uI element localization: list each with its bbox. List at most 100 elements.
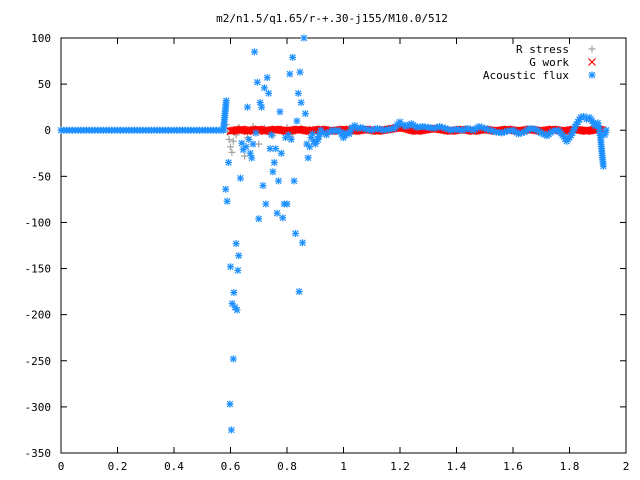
y-tick-label: -50 <box>31 170 51 183</box>
data-point <box>225 135 233 143</box>
x-tick-label: 0.6 <box>221 460 241 473</box>
data-point <box>227 263 234 271</box>
data-point <box>297 99 305 107</box>
data-point <box>283 200 291 208</box>
y-tick-label: -250 <box>25 355 52 368</box>
series-acoustic-flux <box>57 34 610 434</box>
data-point <box>293 117 301 125</box>
legend-marker <box>588 71 596 79</box>
data-point <box>255 215 263 223</box>
y-tick-label: -100 <box>25 216 52 229</box>
data-point <box>243 103 251 111</box>
data-point <box>225 159 233 166</box>
data-point <box>276 108 284 116</box>
data-point <box>263 74 271 82</box>
data-point <box>237 125 246 134</box>
data-point <box>222 185 230 193</box>
data-point <box>267 131 275 139</box>
data-point <box>277 149 285 157</box>
data-point <box>342 129 350 137</box>
data-point <box>295 288 303 296</box>
data-point <box>272 145 280 153</box>
data-point <box>235 252 243 260</box>
data-point <box>265 89 273 97</box>
y-tick-label: -300 <box>25 401 52 414</box>
data-point <box>262 200 270 208</box>
data-point <box>602 126 610 134</box>
data-point <box>258 103 266 111</box>
data-point <box>259 182 267 190</box>
data-point <box>304 154 312 162</box>
data-point <box>266 145 274 153</box>
x-tick-label: 1.4 <box>447 460 467 473</box>
data-point <box>252 129 260 137</box>
axis-ticks <box>60 37 627 454</box>
data-point <box>289 53 297 61</box>
data-point <box>478 123 486 131</box>
data-point <box>251 48 259 56</box>
data-points <box>57 34 610 434</box>
data-point <box>299 239 307 247</box>
data-point <box>227 426 235 434</box>
data-point <box>279 214 287 222</box>
data-point <box>290 177 298 185</box>
x-tick-label: 1.2 <box>390 460 410 473</box>
legend-marker <box>588 58 596 66</box>
data-point <box>287 135 295 143</box>
legend-label: G work <box>529 56 569 69</box>
y-tick-label: 100 <box>31 32 51 45</box>
data-point <box>308 130 316 138</box>
x-tick-label: 1 <box>340 460 347 473</box>
data-point <box>222 97 230 105</box>
data-point <box>236 174 244 182</box>
y-tick-label: 50 <box>38 78 51 91</box>
data-point <box>296 68 304 76</box>
data-point <box>230 289 238 297</box>
data-point <box>300 34 308 42</box>
x-tick-label: 2 <box>623 460 630 473</box>
data-point <box>275 177 283 185</box>
data-point <box>234 266 242 274</box>
legend-marker <box>588 45 596 53</box>
y-tick-label: -200 <box>25 309 52 322</box>
data-point <box>233 306 241 314</box>
data-point <box>294 89 302 97</box>
y-tick-label: 0 <box>44 124 51 137</box>
data-point <box>286 70 294 78</box>
data-point <box>242 143 250 151</box>
data-point <box>229 355 237 363</box>
x-tick-label: 0 <box>58 460 65 473</box>
data-point <box>248 154 256 162</box>
data-point <box>306 143 314 151</box>
tick-labels: 0 0.2 0.4 0.6 0.8 1 1.2 1.4 1.6 1.8 2 100 50 0 -50 -100… <box>25 32 630 473</box>
x-tick-label: 0.2 <box>108 460 128 473</box>
legend-label: R stress <box>516 43 569 56</box>
chart-title: m2/n1.5/q1.65/r-+.30-j155/M10.0/512 <box>216 12 448 25</box>
x-tick-label: 0.4 <box>164 460 184 473</box>
data-point <box>301 110 309 118</box>
data-point <box>291 230 299 238</box>
data-point <box>249 140 257 148</box>
data-point <box>228 300 236 308</box>
data-point <box>232 240 240 248</box>
data-point <box>253 78 261 86</box>
y-tick-label: -350 <box>25 447 52 460</box>
x-tick-label: 1.6 <box>503 460 523 473</box>
x-tick-label: 0.8 <box>277 460 297 473</box>
data-point <box>273 209 281 217</box>
x-tick-label: 1.8 <box>560 460 580 473</box>
data-point <box>269 168 277 176</box>
data-point <box>260 84 268 92</box>
legend-label: Acoustic flux <box>483 69 569 82</box>
data-point <box>229 137 237 145</box>
data-point <box>599 162 607 170</box>
data-point <box>227 143 234 151</box>
data-point <box>223 197 231 205</box>
plot-frame <box>60 37 627 454</box>
data-point <box>238 139 246 147</box>
data-point <box>228 148 236 156</box>
data-point <box>226 400 234 408</box>
data-point <box>241 152 249 160</box>
